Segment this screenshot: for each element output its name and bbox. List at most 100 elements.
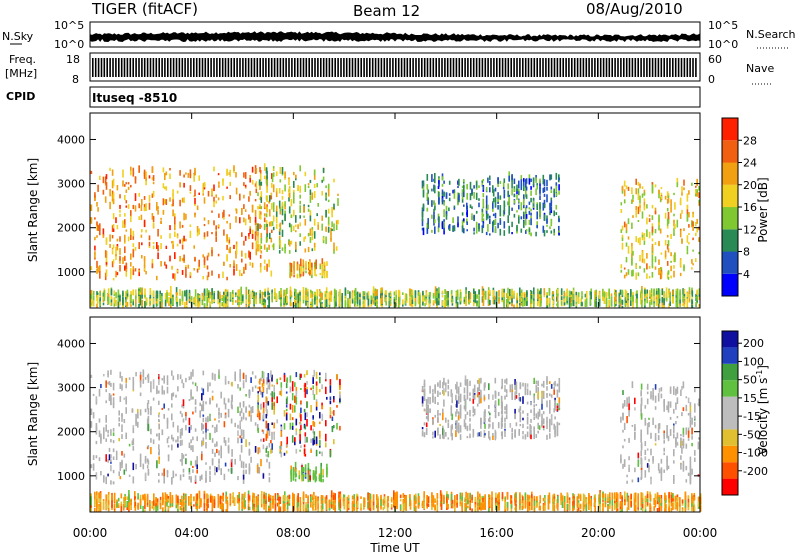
scatter-mark <box>145 229 147 233</box>
scatter-mark <box>635 178 637 185</box>
scatter-mark <box>268 259 270 268</box>
scatter-mark <box>385 293 387 296</box>
scatter-mark <box>333 410 335 416</box>
scatter-mark <box>670 252 672 257</box>
scatter-mark <box>100 471 102 476</box>
scatter-mark <box>222 178 224 186</box>
freq-bar <box>519 58 521 77</box>
freq-bar <box>129 58 132 77</box>
scatter-mark <box>223 209 225 218</box>
scatter-mark <box>663 304 665 308</box>
scatter-mark <box>161 407 164 410</box>
scatter-mark <box>147 400 150 404</box>
scatter-mark <box>320 466 322 474</box>
scatter-mark <box>138 295 140 303</box>
scatter-mark <box>119 465 122 471</box>
scatter-mark <box>311 291 314 296</box>
scatter-mark <box>319 389 321 393</box>
scatter-mark <box>393 298 396 305</box>
scatter-mark <box>288 193 291 198</box>
scatter-mark <box>132 243 135 248</box>
scatter-mark <box>404 293 407 302</box>
scatter-mark <box>216 467 218 473</box>
scatter-mark <box>329 385 332 393</box>
scatter-mark <box>667 276 670 280</box>
scatter-mark <box>471 188 473 195</box>
scatter-mark <box>207 388 209 392</box>
scatter-mark <box>192 411 194 415</box>
scatter-mark <box>181 379 183 384</box>
scatter-mark <box>661 288 664 296</box>
scatter-mark <box>644 298 646 302</box>
scatter-mark <box>356 298 359 305</box>
scatter-mark <box>227 414 230 418</box>
scatter-mark <box>363 299 366 306</box>
scatter-mark <box>667 212 670 220</box>
scatter-mark <box>466 210 468 218</box>
scatter-mark <box>411 289 414 296</box>
noise-left-label: N.Sky <box>2 30 34 43</box>
scatter-mark <box>427 409 429 417</box>
scatter-mark <box>643 240 646 245</box>
scatter-mark <box>349 300 351 308</box>
scatter-mark <box>294 295 296 299</box>
freq-bar <box>556 58 559 77</box>
scatter-mark <box>209 294 211 298</box>
scatter-mark <box>95 472 98 480</box>
scatter-mark <box>95 455 98 459</box>
scatter-mark <box>540 298 542 301</box>
scatter-mark <box>251 234 254 239</box>
scatter-mark <box>124 224 126 228</box>
scatter-mark <box>168 301 170 306</box>
scatter-mark <box>463 218 465 222</box>
scatter-mark <box>538 291 541 295</box>
scatter-mark <box>385 293 387 299</box>
scatter-mark <box>316 305 318 308</box>
scatter-mark <box>489 218 491 224</box>
scatter-mark <box>108 447 111 452</box>
scatter-mark <box>339 378 341 385</box>
scatter-mark <box>119 383 122 389</box>
scatter-mark <box>268 295 270 304</box>
scatter-mark <box>278 188 281 194</box>
scatter-mark <box>222 178 224 182</box>
scatter-mark <box>132 476 135 484</box>
scatter-mark <box>119 299 121 302</box>
scatter-mark <box>679 304 681 308</box>
scatter-mark <box>249 299 251 305</box>
scatter-mark <box>217 294 219 300</box>
scatter-mark <box>306 412 308 418</box>
scatter-mark <box>92 295 95 304</box>
scatter-mark <box>319 263 322 266</box>
scatter-mark <box>299 200 301 205</box>
scatter-mark <box>183 197 185 203</box>
scatter-mark <box>457 198 459 206</box>
noise-right-tick-top: 10^5 <box>708 19 738 32</box>
scatter-mark <box>271 290 273 295</box>
scatter-mark <box>513 213 516 218</box>
scatter-mark <box>130 294 132 297</box>
scatter-mark <box>388 294 391 301</box>
scatter-mark <box>301 467 303 474</box>
scatter-mark <box>171 434 173 440</box>
scatter-mark <box>550 197 553 203</box>
freq-bar <box>291 58 293 77</box>
scatter-mark <box>325 185 327 189</box>
scatter-mark <box>90 421 93 428</box>
scatter-mark <box>259 173 262 182</box>
freq-bar <box>522 58 524 77</box>
scatter-mark <box>266 387 268 394</box>
scatter-mark <box>441 198 444 205</box>
scatter-mark <box>271 443 273 450</box>
scatter-mark <box>598 301 601 306</box>
scatter-mark <box>261 293 264 301</box>
scatter-mark <box>249 262 251 266</box>
scatter-mark <box>344 296 347 304</box>
scatter-mark <box>485 210 488 214</box>
scatter-mark <box>354 298 357 304</box>
scatter-mark <box>523 205 525 209</box>
scatter-mark <box>437 428 439 436</box>
scatter-mark <box>304 184 307 192</box>
scatter-mark <box>450 407 453 413</box>
scatter-mark <box>181 439 183 446</box>
